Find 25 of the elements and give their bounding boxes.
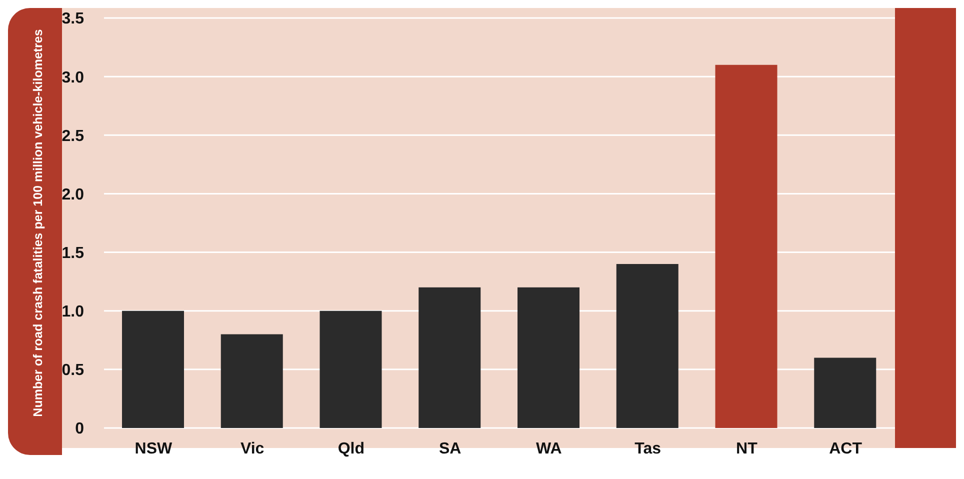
- x-tick-label: SA: [438, 440, 462, 458]
- y-axis-title: Number of road crash fatalities per 100 million vehicle-kilometres: [31, 29, 45, 417]
- x-tick-label: WA: [536, 440, 562, 458]
- y-tick-label: 2.0: [62, 186, 84, 204]
- x-tick-label: Vic: [240, 440, 264, 458]
- y-tick-label: 0: [75, 420, 84, 438]
- bar: [220, 334, 283, 428]
- y-tick-label: 2.5: [62, 128, 84, 145]
- y-tick-label: 1.0: [62, 304, 84, 321]
- x-tick-label: ACT: [829, 440, 862, 458]
- y-tick-label: 3.0: [62, 69, 84, 86]
- bar: [715, 64, 778, 428]
- y-tick-label: 1.5: [62, 244, 84, 262]
- bar: [616, 264, 678, 428]
- x-tick-label: NT: [736, 440, 758, 458]
- y-tick-label: 3.5: [62, 10, 84, 28]
- bar: [814, 358, 876, 428]
- x-tick-label: Qld: [338, 440, 365, 458]
- bar: [518, 287, 580, 428]
- x-tick-label: NSW: [134, 440, 173, 458]
- x-tick-label: Tas: [634, 440, 662, 458]
- bar: [418, 287, 481, 428]
- bar: [320, 310, 382, 428]
- bar: [122, 310, 184, 428]
- y-tick-label: 0.5: [62, 362, 84, 380]
